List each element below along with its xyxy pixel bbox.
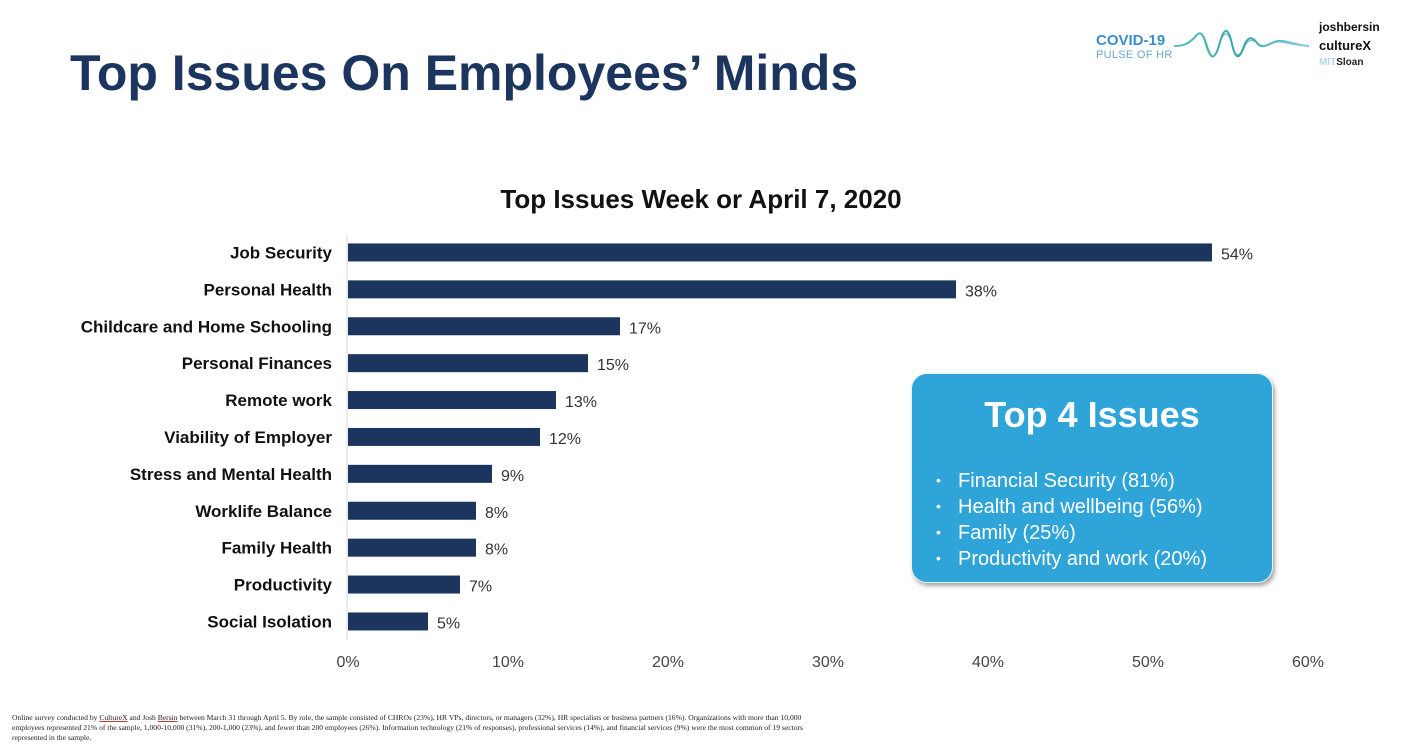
bar-viability-of-employer: [348, 427, 540, 446]
footnote-text: between March 31 through April 5. By rol…: [12, 713, 803, 742]
bars-group: [348, 243, 1212, 631]
bullet-icon: •: [936, 498, 941, 514]
category-label: Stress and Mental Health: [130, 465, 332, 484]
x-tick-label: 10%: [492, 654, 524, 671]
bar-remote-work: [348, 391, 556, 410]
callout-item-text: Health and wellbeing (56%): [958, 496, 1203, 518]
data-labels-group: 54% 38% 17% 15% 13% 12% 9% 8% 8% 7% 5%: [437, 246, 1253, 632]
data-label: 5%: [437, 615, 460, 632]
footnote-text: Online survey conducted by: [12, 713, 100, 722]
chart-title: Top Issues Week or April 7, 2020: [0, 184, 1402, 215]
covid-pulse-logo: COVID-19 PULSE OF HR joshbersin cultureX…: [1092, 18, 1382, 78]
category-label: Childcare and Home Schooling: [81, 317, 332, 336]
data-label: 38%: [965, 283, 997, 300]
data-label: 17%: [629, 320, 661, 337]
footnote-culturex: CultureX: [99, 713, 128, 722]
logo-covid-text: COVID-19: [1096, 32, 1166, 49]
footnote-text: and Josh: [127, 713, 158, 722]
data-label: 12%: [549, 431, 581, 448]
chart-title-text: Top Issues Week or April 7, 2020: [500, 184, 902, 214]
logo-mit-text: MIT: [1319, 57, 1337, 68]
bar-stress-and-mental-health: [348, 464, 492, 483]
bar-childcare-and-home-schooling: [348, 317, 620, 336]
callout-item: • Family (25%): [936, 520, 1207, 546]
callout-title: Top 4 Issues: [984, 394, 1200, 435]
page-title: Top Issues On Employees’ Minds: [70, 45, 859, 101]
bullet-icon: •: [936, 472, 941, 488]
logo-mit-sloan: MITSloan: [1319, 57, 1363, 68]
callout-item: • Productivity and work (20%): [936, 546, 1207, 572]
category-label: Worklife Balance: [195, 502, 332, 521]
bar-worklife-balance: [348, 501, 476, 520]
data-label: 9%: [501, 468, 524, 485]
bar-social-isolation: [348, 612, 428, 631]
bullet-icon: •: [936, 524, 941, 540]
category-label: Productivity: [234, 576, 333, 595]
category-label: Viability of Employer: [164, 428, 332, 447]
category-label: Job Security: [230, 243, 333, 262]
x-tick-label: 40%: [972, 654, 1004, 671]
bullet-icon: •: [936, 550, 941, 566]
category-label: Remote work: [225, 391, 332, 410]
x-tick-label: 30%: [812, 654, 844, 671]
category-label: Family Health: [221, 539, 332, 558]
logo-sloan-text: Sloan: [1336, 57, 1364, 68]
callout-item: • Financial Security (81%): [936, 468, 1207, 494]
logo-culturex: cultureX: [1319, 38, 1372, 53]
category-label: Personal Finances: [182, 354, 332, 373]
logo-joshbersin: joshbersin: [1319, 20, 1380, 34]
x-tick-label: 0%: [336, 654, 359, 671]
top-issues-callout: Top 4 Issues • Financial Security (81%) •…: [911, 373, 1273, 583]
callout-list: • Financial Security (81%) • Health and we…: [936, 468, 1207, 572]
pulse-wave-icon: [1174, 30, 1309, 58]
callout-item-text: Family (25%): [958, 522, 1076, 544]
x-tick-labels-group: 0% 10% 20% 30% 40% 50% 60%: [336, 654, 1324, 671]
callout-item-text: Financial Security (81%): [958, 470, 1175, 492]
callout-item-text: Productivity and work (20%): [958, 548, 1207, 570]
data-label: 15%: [597, 357, 629, 374]
bar-family-health: [348, 538, 476, 557]
x-tick-label: 50%: [1132, 654, 1164, 671]
category-label: Personal Health: [204, 280, 333, 299]
x-tick-label: 20%: [652, 654, 684, 671]
data-label: 7%: [469, 579, 492, 596]
logo-pulse-text: PULSE OF HR: [1096, 49, 1173, 61]
x-tick-label: 60%: [1292, 654, 1324, 671]
bar-productivity: [348, 575, 460, 594]
data-label: 8%: [485, 505, 508, 522]
callout-item: • Health and wellbeing (56%): [936, 494, 1207, 520]
bar-personal-health: [348, 280, 956, 299]
footnote-bersin: Bersin: [157, 713, 178, 722]
category-labels-group: Job Security Personal Health Childcare and…: [81, 243, 333, 631]
bar-job-security: [348, 243, 1212, 262]
data-label: 13%: [565, 394, 597, 411]
data-label: 54%: [1221, 246, 1253, 263]
bar-personal-finances: [348, 354, 588, 373]
data-label: 8%: [485, 542, 508, 559]
category-label: Social Isolation: [207, 612, 332, 631]
survey-footnote: Online survey conducted by CultureX and …: [12, 713, 832, 743]
